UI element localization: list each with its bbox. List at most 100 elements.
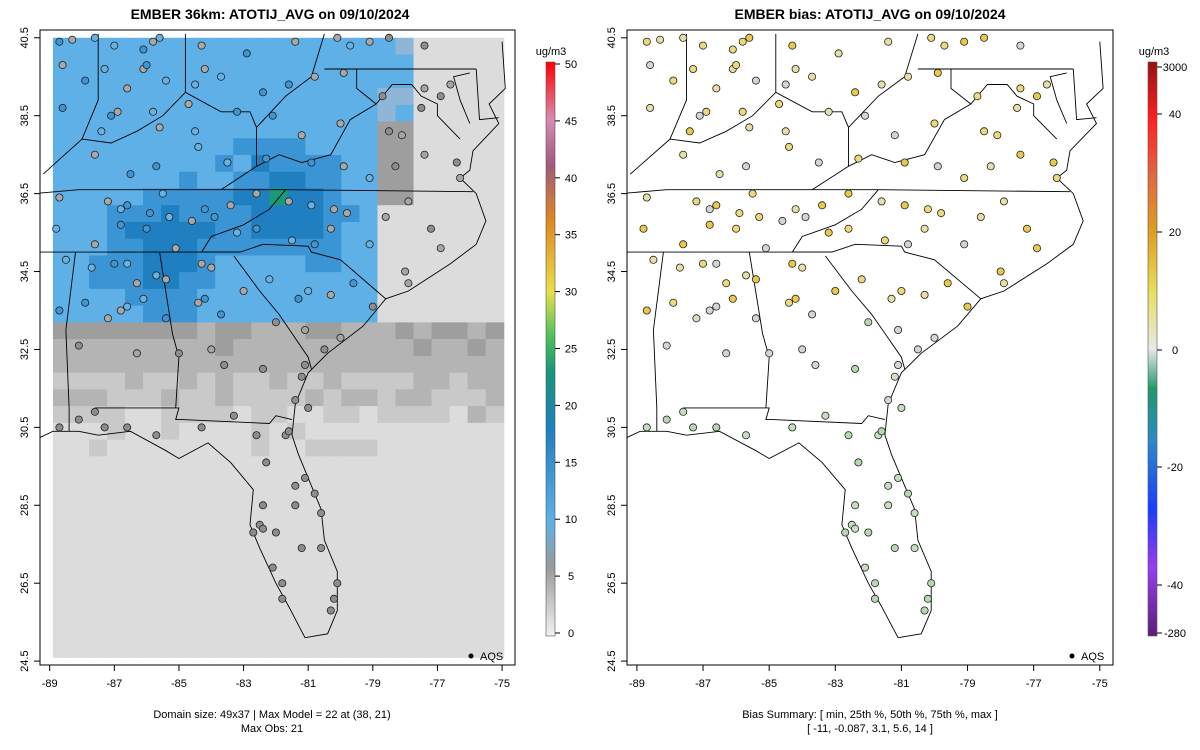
- aqs-sites-left: [52, 33, 465, 615]
- model-cell: [395, 205, 415, 223]
- model-cell: [359, 422, 379, 441]
- left-aqs-site: [404, 197, 413, 206]
- model-cell: [341, 188, 361, 206]
- model-cell: [269, 372, 288, 390]
- right-aqs-site: [999, 197, 1008, 206]
- model-cell: [395, 389, 415, 407]
- model-cell: [70, 556, 90, 575]
- model-cell: [359, 573, 379, 591]
- model-cell: [52, 406, 72, 424]
- model-cell: [359, 406, 379, 424]
- model-cell: [233, 188, 252, 206]
- model-cell: [323, 640, 343, 658]
- model-cell: [125, 104, 144, 123]
- model-cell: [179, 439, 198, 457]
- left-aqs-site: [242, 49, 251, 58]
- model-cell: [449, 288, 469, 307]
- model-cell: [70, 439, 90, 457]
- model-cell: [125, 439, 144, 457]
- right-aqs-site: [887, 294, 896, 303]
- model-cell: [52, 456, 72, 474]
- left-boundary-line: [42, 91, 257, 175]
- right-lon-tick-label: -77: [1026, 678, 1042, 690]
- model-cell: [179, 590, 198, 608]
- model-cell: [449, 355, 469, 374]
- model-cell: [52, 322, 72, 340]
- model-cell: [179, 473, 198, 491]
- right-colorbar-unit: ug/m3: [1139, 46, 1170, 58]
- left-aqs-site: [87, 263, 96, 272]
- right-plot-frame: [626, 29, 1114, 666]
- model-cell: [323, 473, 343, 491]
- left-x-axis: -89 -87 -85 -83 -81 -79 -77 -75: [42, 665, 510, 690]
- right-panel: EMBER bias: ATOTIJ_AVG on 09/10/2024 -89…: [606, 6, 1187, 735]
- left-aqs-site: [287, 236, 296, 245]
- left-aqs-site: [207, 345, 216, 354]
- model-cell: [143, 238, 162, 257]
- model-cell: [323, 154, 343, 173]
- right-aqs-site: [699, 41, 708, 50]
- right-aqs-site: [824, 107, 833, 116]
- right-aqs-site: [669, 298, 678, 307]
- model-cell: [305, 439, 324, 457]
- left-aqs-site: [197, 259, 206, 268]
- left-aqs-site: [116, 205, 125, 214]
- model-cell: [323, 623, 343, 642]
- right-aqs-site: [808, 310, 817, 319]
- model-cell: [251, 121, 270, 139]
- model-cell: [233, 255, 252, 273]
- model-cell: [449, 473, 469, 491]
- model-cell: [323, 37, 343, 56]
- left-boundary-line: [94, 407, 293, 424]
- model-cell: [323, 71, 343, 89]
- right-boundary-line: [630, 91, 849, 175]
- model-cell: [485, 489, 505, 508]
- model-cell: [179, 238, 198, 257]
- model-cell: [125, 305, 144, 323]
- model-cell: [161, 590, 180, 608]
- model-cell: [52, 88, 72, 106]
- right-aqs-site: [808, 72, 817, 81]
- model-cell: [70, 104, 90, 123]
- right-aqs-site: [920, 224, 929, 233]
- left-aqs-site: [300, 325, 309, 334]
- model-cell: [197, 406, 216, 424]
- left-aqs-site: [249, 528, 258, 537]
- left-lat-tick-label: 32.5: [19, 339, 31, 360]
- left-aqs-site: [116, 220, 125, 229]
- model-cell: [359, 121, 379, 139]
- right-colorbar-tick-label: -280: [1164, 628, 1186, 640]
- model-cell: [233, 355, 252, 374]
- left-aqs-site: [326, 606, 335, 615]
- model-cell: [485, 255, 505, 273]
- right-aqs-site: [1013, 103, 1022, 112]
- left-aqs-site: [397, 131, 406, 140]
- model-cell: [377, 456, 397, 474]
- left-aqs-site: [194, 142, 203, 151]
- model-cell: [359, 506, 379, 524]
- model-cell: [197, 88, 216, 106]
- aqs-legend-label-left: AQS: [480, 651, 503, 663]
- right-lat-tick-label: 34.5: [606, 261, 618, 282]
- model-cell: [251, 205, 270, 223]
- model-cell: [125, 556, 144, 575]
- model-cell: [341, 540, 361, 558]
- model-cell: [197, 389, 216, 407]
- left-aqs-site: [391, 162, 400, 171]
- right-aqs-site: [900, 158, 909, 167]
- model-cell: [341, 573, 361, 591]
- right-aqs-site: [976, 212, 985, 221]
- model-cell: [431, 37, 451, 56]
- left-aqs-site: [284, 197, 293, 206]
- model-cell: [161, 372, 180, 390]
- model-cell: [70, 322, 90, 340]
- model-cell: [287, 623, 306, 642]
- model-cell: [88, 188, 108, 206]
- left-boundary-line: [201, 243, 386, 300]
- model-cell: [179, 255, 198, 273]
- model-cell: [88, 372, 108, 390]
- model-cell: [485, 37, 505, 56]
- right-aqs-site: [751, 76, 760, 85]
- model-cell: [359, 389, 379, 407]
- model-cell: [179, 422, 198, 441]
